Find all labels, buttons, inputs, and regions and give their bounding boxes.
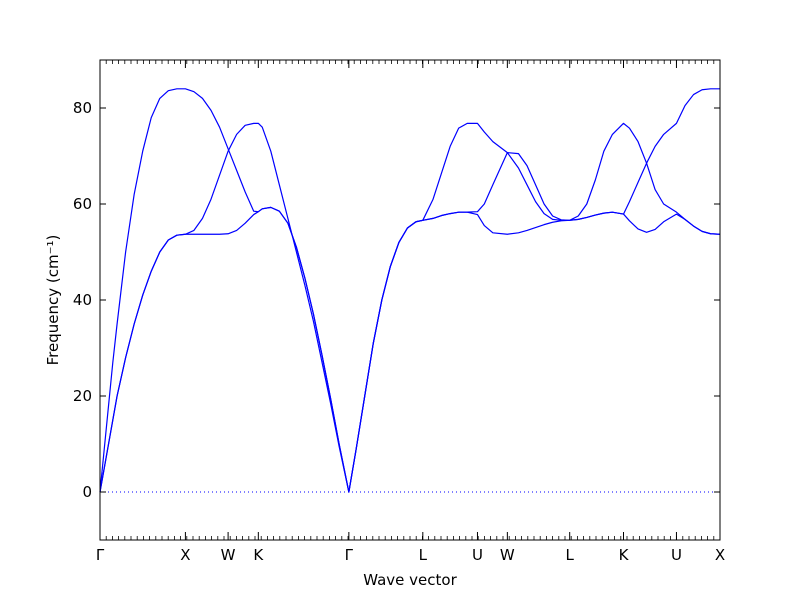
branch-2	[99, 122, 721, 493]
x-tick-label: K	[253, 546, 264, 564]
branch-3	[99, 88, 720, 493]
x-tick-label: U	[472, 546, 483, 564]
x-tick-label: L	[566, 546, 575, 564]
x-tick-label: X	[180, 546, 190, 564]
x-tick-label: W	[221, 546, 236, 564]
x-tick-label: Γ	[96, 546, 105, 564]
y-axis-label: Frequency (cm⁻¹)	[44, 235, 62, 366]
y-tick-label: 20	[73, 387, 92, 405]
x-tick-label: L	[419, 546, 428, 564]
branch-1	[99, 206, 721, 493]
minor-ticks	[99, 60, 721, 540]
x-tick-label: U	[671, 546, 682, 564]
y-tick-label: 0	[82, 483, 92, 501]
plot-area	[99, 88, 721, 493]
x-axis-label: Wave vector	[363, 571, 457, 589]
x-tick-label: K	[619, 546, 630, 564]
x-tick-label: W	[500, 546, 515, 564]
y-tick-label: 80	[73, 99, 92, 117]
dispersion-branches	[99, 88, 721, 493]
y-axis-ticks: 0 20 40 60 80	[73, 99, 720, 501]
x-tick-label: X	[715, 546, 725, 564]
y-tick-label: 40	[73, 291, 92, 309]
plot-frame	[99, 59, 721, 541]
y-tick-label: 60	[73, 195, 92, 213]
x-tick-label: Γ	[345, 546, 354, 564]
